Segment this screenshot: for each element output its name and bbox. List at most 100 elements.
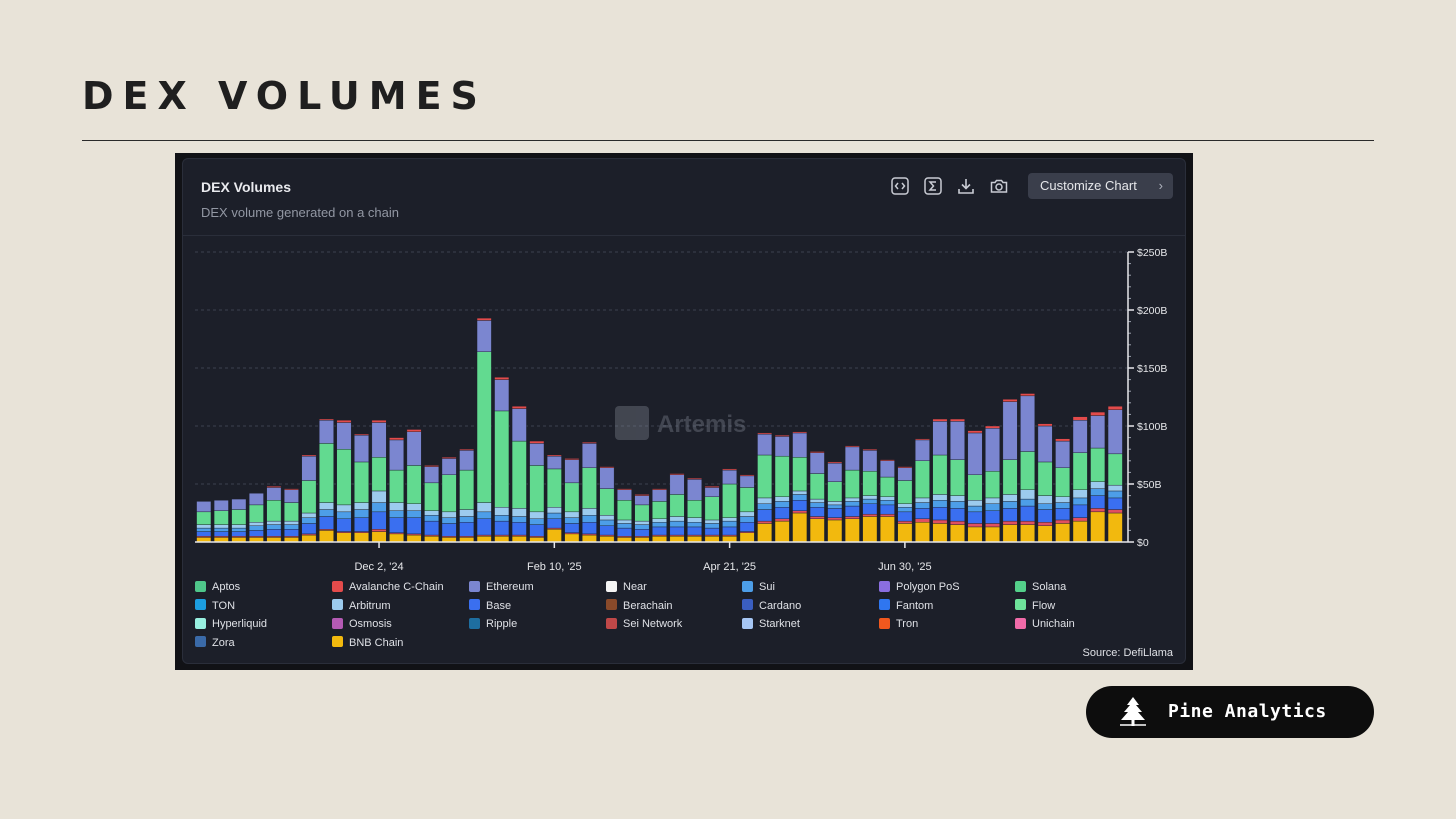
bar-segment bbox=[617, 488, 632, 491]
legend-item[interactable]: Tron bbox=[879, 616, 918, 632]
legend-swatch bbox=[742, 617, 753, 629]
x-tick-label: Dec 2, '24 bbox=[354, 561, 403, 573]
customize-chart-button[interactable]: Customize Chart › bbox=[1028, 173, 1173, 199]
bar-segment bbox=[1107, 453, 1123, 486]
bar-segment bbox=[336, 449, 352, 506]
bar-segment bbox=[319, 418, 334, 421]
legend-swatch bbox=[469, 617, 480, 629]
sum-icon[interactable] bbox=[923, 176, 943, 196]
legend-item[interactable]: TON bbox=[195, 598, 235, 614]
camera-icon[interactable] bbox=[989, 176, 1009, 196]
legend-item[interactable]: Starknet bbox=[742, 616, 800, 632]
bar-stack bbox=[634, 494, 650, 543]
bar-segment bbox=[266, 520, 282, 525]
legend-label: Flow bbox=[1032, 599, 1056, 612]
bar-segment bbox=[652, 501, 667, 519]
legend-item[interactable]: Arbitrum bbox=[332, 598, 391, 614]
legend-item[interactable]: Sui bbox=[742, 579, 775, 595]
legend-item[interactable]: Solana bbox=[1015, 579, 1066, 595]
bar-segment bbox=[844, 445, 860, 448]
legend-item[interactable]: Sei Network bbox=[606, 616, 682, 632]
dex-volume-chart: $0 $50B $100B $150B $200B $250B Artemis Dec 2, … bbox=[195, 247, 1167, 573]
bar-segment bbox=[897, 523, 913, 543]
legend-item[interactable]: Osmosis bbox=[332, 616, 392, 632]
bar-stack bbox=[1055, 438, 1071, 543]
bar-segment bbox=[284, 520, 299, 525]
bar-segment bbox=[915, 438, 930, 441]
bar-segment bbox=[950, 418, 965, 422]
y-tick-label: $150B bbox=[1137, 363, 1167, 375]
bar-segment bbox=[774, 507, 790, 520]
bar-segment bbox=[319, 420, 334, 444]
bar-segment bbox=[301, 480, 317, 514]
bar-segment bbox=[1020, 451, 1035, 490]
bar-segment bbox=[985, 523, 1000, 528]
legend-item[interactable]: Near bbox=[606, 579, 647, 595]
bar-segment bbox=[634, 520, 650, 525]
bar-stack bbox=[1107, 406, 1123, 543]
bar-segment bbox=[1055, 502, 1071, 509]
bar-segment bbox=[1020, 489, 1035, 500]
bar-segment bbox=[827, 519, 843, 543]
legend-item[interactable]: Hyperliquid bbox=[195, 616, 267, 632]
bar-segment bbox=[1055, 440, 1071, 468]
bar-segment bbox=[213, 510, 229, 525]
download-icon[interactable] bbox=[956, 176, 976, 196]
bar-segment bbox=[809, 498, 825, 503]
legend-item[interactable]: Flow bbox=[1015, 598, 1055, 614]
bar-segment bbox=[266, 529, 282, 537]
bar-segment bbox=[950, 495, 965, 502]
bar-segment bbox=[1020, 524, 1035, 543]
bar-stack bbox=[231, 498, 247, 543]
source-label: Source: DefiLlama bbox=[1082, 647, 1174, 659]
bar-segment bbox=[844, 505, 860, 517]
legend-swatch bbox=[1015, 599, 1026, 611]
bar-segment bbox=[809, 502, 825, 508]
embed-icon[interactable] bbox=[890, 176, 910, 196]
bar-segment bbox=[546, 529, 562, 543]
bar-segment bbox=[967, 500, 983, 507]
bar-segment bbox=[757, 432, 773, 435]
legend-swatch bbox=[1015, 580, 1026, 592]
bar-segment bbox=[652, 522, 667, 528]
bar-segment bbox=[757, 497, 773, 504]
chart-subtitle: DEX volume generated on a chain bbox=[201, 205, 400, 220]
bar-segment bbox=[336, 532, 352, 543]
bar-segment bbox=[424, 536, 440, 543]
bar-stack bbox=[844, 445, 860, 543]
bar-segment bbox=[687, 526, 702, 536]
legend-item[interactable]: Avalanche C-Chain bbox=[332, 579, 444, 595]
legend-item[interactable]: Berachain bbox=[606, 598, 673, 614]
bar-stack bbox=[424, 465, 440, 543]
bar-stack bbox=[1072, 416, 1088, 543]
bar-segment bbox=[634, 529, 650, 537]
legend-item[interactable]: BNB Chain bbox=[332, 635, 403, 651]
bar-stack bbox=[284, 488, 299, 543]
legend-item[interactable]: Ethereum bbox=[469, 579, 534, 595]
bar-segment bbox=[844, 501, 860, 507]
legend-item[interactable]: Zora bbox=[195, 635, 235, 651]
legend-item[interactable]: Unichain bbox=[1015, 616, 1075, 632]
bar-segment bbox=[389, 469, 404, 503]
bar-segment bbox=[529, 440, 545, 444]
bar-segment bbox=[967, 526, 983, 543]
bar-segment bbox=[336, 422, 352, 450]
legend-item[interactable]: Fantom bbox=[879, 598, 933, 614]
legend-item[interactable]: Aptos bbox=[195, 579, 240, 595]
bar-segment bbox=[1055, 523, 1071, 543]
bar-segment bbox=[792, 490, 808, 495]
legend-item[interactable]: Base bbox=[469, 598, 511, 614]
legend-item[interactable]: Polygon PoS bbox=[879, 579, 960, 595]
bar-segment bbox=[827, 501, 843, 506]
bar-segment bbox=[248, 493, 264, 506]
legend-label: Berachain bbox=[623, 599, 673, 612]
legend-item[interactable]: Cardano bbox=[742, 598, 801, 614]
bar-segment bbox=[1107, 509, 1123, 514]
legend-item[interactable]: Ripple bbox=[469, 616, 517, 632]
bar-segment bbox=[266, 487, 282, 501]
bar-segment bbox=[476, 502, 492, 513]
bar-segment bbox=[792, 457, 808, 492]
bar-segment bbox=[1090, 411, 1106, 416]
bar-segment bbox=[406, 429, 422, 433]
watermark-text: Artemis bbox=[657, 411, 746, 438]
